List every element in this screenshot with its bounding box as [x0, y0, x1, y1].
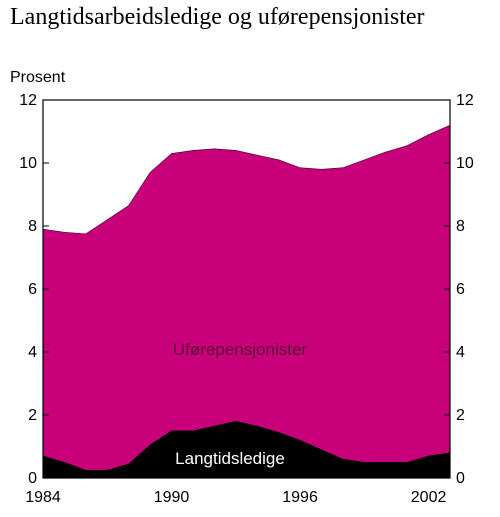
y-tick-label-right: 2 — [456, 407, 465, 424]
y-tick-label-right: 0 — [456, 470, 465, 487]
y-tick-label-right: 10 — [456, 155, 474, 172]
y-axis-unit-label: Prosent — [10, 69, 66, 86]
y-tick-label-left: 0 — [28, 470, 37, 487]
x-tick-label: 1984 — [25, 489, 61, 506]
series-label-langtidsledige: Langtidsledige — [175, 449, 285, 468]
y-tick-label-right: 12 — [456, 92, 474, 109]
y-tick-label-left: 10 — [19, 155, 37, 172]
series-label-uforepensjonister: Uførepensjonister — [173, 340, 308, 359]
x-tick-label: 2002 — [411, 489, 447, 506]
area-langtidsledige — [43, 421, 450, 478]
y-tick-label-left: 2 — [28, 407, 37, 424]
y-tick-label-right: 4 — [456, 344, 465, 361]
x-tick-label: 1996 — [282, 489, 318, 506]
y-tick-label-left: 6 — [28, 281, 37, 298]
area-uforepensjonister — [42, 124, 451, 471]
y-tick-label-right: 8 — [456, 218, 465, 235]
y-tick-label-left: 8 — [28, 218, 37, 235]
y-tick-label-left: 4 — [28, 344, 37, 361]
x-tick-label: 1990 — [154, 489, 190, 506]
y-tick-label-right: 6 — [456, 281, 465, 298]
chart-title: Langtidsarbeidsledige og uførepensjonist… — [10, 4, 425, 30]
y-tick-label-left: 12 — [19, 92, 37, 109]
